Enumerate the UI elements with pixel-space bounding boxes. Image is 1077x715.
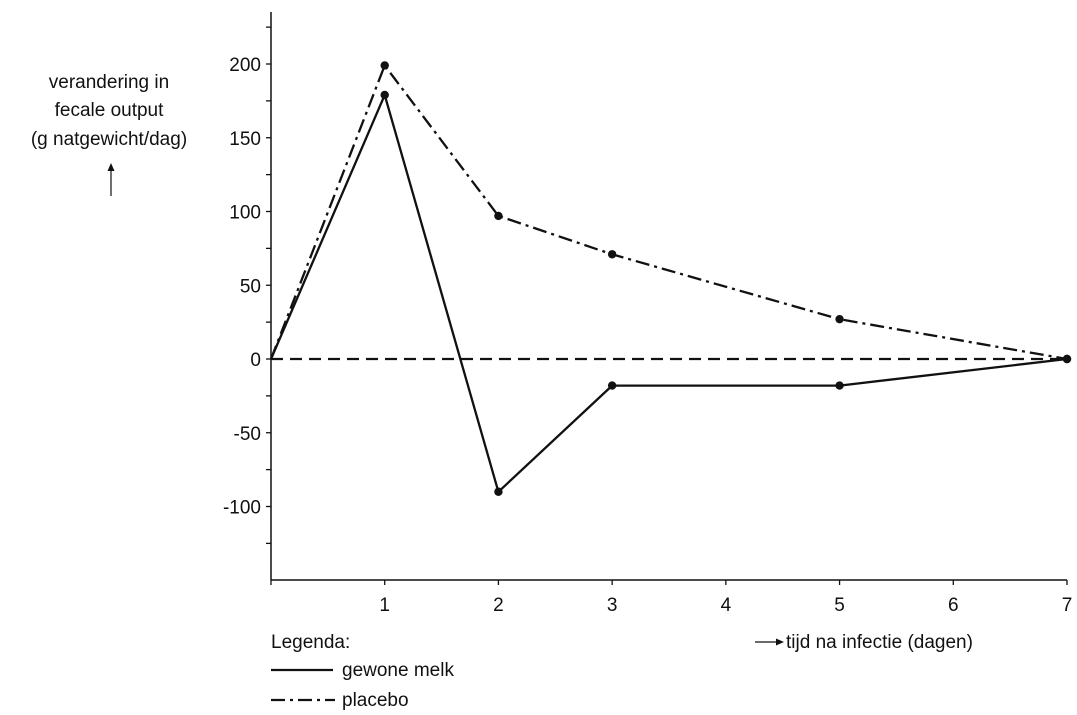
axes xyxy=(266,12,1068,585)
data-point-placebo xyxy=(607,250,617,259)
y-tick-label: 0 xyxy=(250,350,261,371)
series-line-gewone-melk xyxy=(269,93,1068,493)
x-arrow-head xyxy=(776,638,784,646)
data-point-placebo xyxy=(835,314,844,324)
legend-label-gewone-melk: gewone melk xyxy=(342,660,454,681)
x-tick-label: 3 xyxy=(607,595,618,616)
series-group xyxy=(269,61,1072,496)
data-point-placebo xyxy=(494,211,503,221)
x-axis-label: tijd na infectie (dagen) xyxy=(786,632,973,653)
y-tick-label: 150 xyxy=(229,129,261,150)
x-tick-label: 6 xyxy=(948,595,959,616)
y-tick-label: 50 xyxy=(240,276,261,297)
x-tick-label: 1 xyxy=(379,595,390,616)
series-line-placebo xyxy=(269,64,1068,361)
arrows xyxy=(107,163,784,646)
y-axis-label-line-2: fecale output xyxy=(54,100,164,121)
data-point-gewone-melk xyxy=(494,487,503,496)
y-arrow-head xyxy=(107,163,115,171)
y-axis-label-line-1: verandering in xyxy=(48,72,170,93)
data-point-gewone-melk xyxy=(835,381,844,390)
data-point-placebo xyxy=(1062,354,1072,364)
x-tick-label: 5 xyxy=(834,595,845,616)
y-tick-label: 100 xyxy=(229,203,261,224)
legend-title: Legenda: xyxy=(271,632,351,653)
x-tick-label: 2 xyxy=(493,595,504,616)
legend-label-placebo: placebo xyxy=(342,690,409,711)
y-tick-label: 200 xyxy=(229,55,261,76)
tick-labels: -100 -50 0 50 100 150 200 1 2 3 4 5 6 7 xyxy=(223,55,1072,616)
x-tick-label: 7 xyxy=(1062,595,1073,616)
y-tick-label: -50 xyxy=(234,424,261,445)
legend-swatches xyxy=(271,668,335,702)
y-tick-label: -100 xyxy=(223,498,261,519)
data-point-gewone-melk xyxy=(607,381,617,390)
data-point-gewone-melk xyxy=(380,90,389,100)
data-point-placebo xyxy=(380,61,389,70)
x-tick-label: 4 xyxy=(721,595,732,616)
y-axis-label-line-3: (g natgewicht/dag) xyxy=(30,129,188,150)
